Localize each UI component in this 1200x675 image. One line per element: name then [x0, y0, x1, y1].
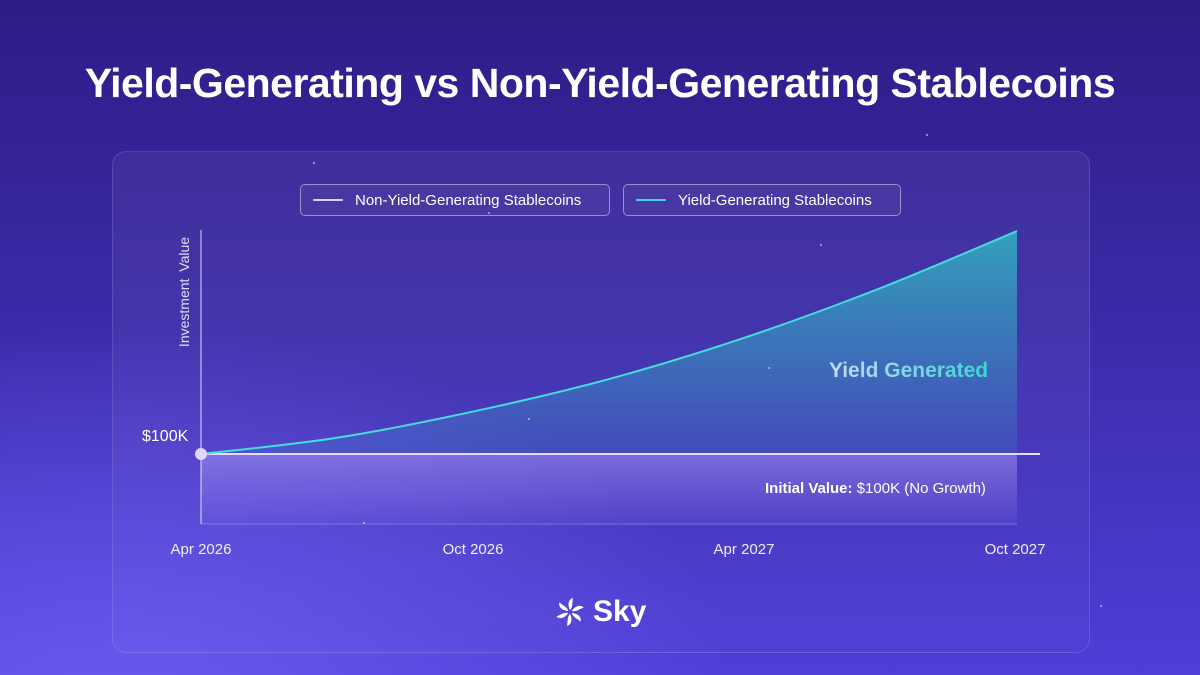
decorative-star: [528, 418, 530, 420]
x-tick-label: Apr 2026: [170, 541, 232, 558]
x-tick-label: Oct 2026: [442, 541, 504, 558]
brand-name: Sky: [593, 595, 647, 628]
y-axis-label: Investment Value: [176, 236, 192, 348]
yield-generated-area: [201, 231, 1017, 454]
initial-value-prefix: Initial Value:: [765, 480, 853, 497]
page-title: Yield-Generating vs Non-Yield-Generating…: [84, 60, 1116, 106]
decorative-star: [363, 522, 365, 524]
initial-value-suffix: $100K (No Growth): [856, 480, 986, 497]
decorative-star: [488, 212, 490, 214]
sky-logo-icon: [556, 598, 584, 626]
decorative-star: [926, 134, 928, 136]
initial-value-label: Initial Value: $100K (No Growth): [765, 480, 986, 497]
decorative-star: [768, 367, 770, 369]
x-tick-label: Apr 2027: [713, 541, 775, 558]
yield-generated-label: Yield Generated: [829, 359, 989, 382]
decorative-star: [313, 162, 315, 164]
x-tick-label: Oct 2027: [984, 541, 1046, 558]
brand-logo: Sky: [555, 595, 646, 629]
legend-item-yield[interactable]: Yield-Generating Stablecoins: [623, 184, 901, 216]
yield-line: [200, 230, 1018, 455]
decorative-star: [820, 244, 822, 246]
non-yield-swatch: [313, 199, 343, 201]
legend-label-yield: Yield-Generating Stablecoins: [678, 191, 872, 209]
yield-swatch: [636, 199, 666, 201]
decorative-star: [1100, 605, 1102, 607]
start-point-marker: [195, 448, 207, 460]
legend-label-non-yield: Non-Yield-Generating Stablecoins: [355, 191, 582, 209]
initial-value-region: [201, 454, 1017, 524]
y-tick-label: $100K: [142, 428, 189, 445]
legend-item-non-yield[interactable]: Non-Yield-Generating Stablecoins: [300, 184, 610, 216]
